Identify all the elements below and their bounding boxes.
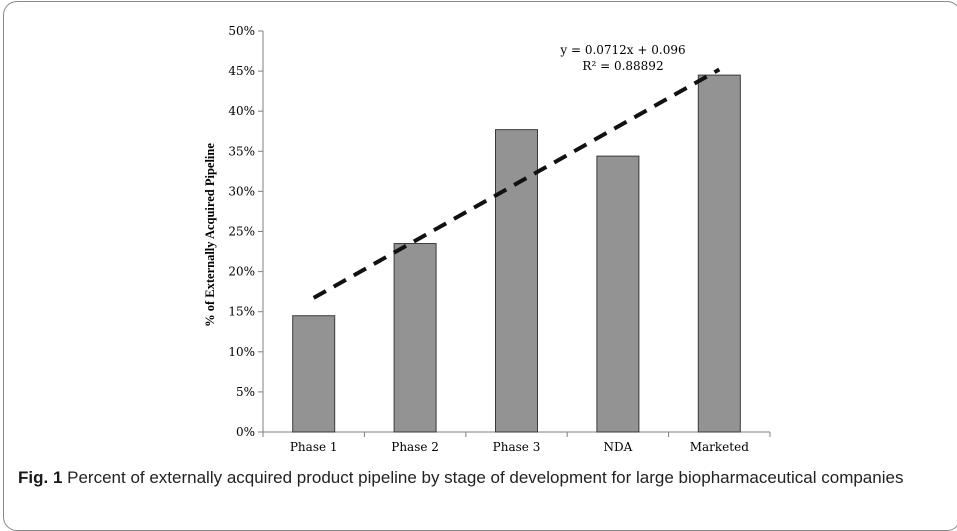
- bars: [292, 74, 741, 433]
- x-tick-label: Phase 2: [391, 440, 439, 454]
- y-tick-label: 30%: [228, 184, 255, 198]
- bar: [596, 155, 640, 433]
- caption-text: Percent of externally acquired product p…: [62, 468, 904, 487]
- bar: [393, 243, 437, 433]
- trendline-r-squared: R² = 0.88892: [582, 59, 663, 73]
- y-tick-label: 45%: [228, 64, 255, 78]
- y-tick-label: 50%: [228, 24, 255, 38]
- trendline: [312, 67, 721, 300]
- x-tick-label: Phase 3: [493, 440, 541, 454]
- y-axis-label: % of Externally Acquired Pipeline: [203, 143, 217, 327]
- bar: [292, 315, 336, 433]
- x-tick-label: NDA: [604, 440, 633, 454]
- y-tick-label: 0%: [236, 425, 255, 439]
- y-tick-label: 15%: [228, 305, 255, 319]
- trendline-equation: y = 0.0712x + 0.096: [559, 43, 685, 57]
- y-tick-label: 20%: [228, 265, 255, 279]
- bar: [697, 74, 741, 433]
- x-tick-label: Phase 1: [290, 440, 338, 454]
- caption-label: Fig. 1: [18, 468, 63, 487]
- y-tick-label: 35%: [228, 144, 255, 158]
- y-tick-label: 25%: [228, 225, 255, 239]
- x-axis: Phase 1 Phase 2 Phase 3 NDA Marketed: [262, 431, 771, 454]
- y-tick-label: 10%: [228, 345, 255, 359]
- bar: [495, 129, 538, 433]
- figure-caption: Fig. 1 Percent of externally acquired pr…: [18, 466, 918, 489]
- x-tick-label: Marketed: [690, 440, 749, 454]
- y-tick-label: 5%: [236, 385, 255, 399]
- trendline-path: [312, 67, 721, 300]
- y-tick-label: 40%: [228, 104, 255, 118]
- y-axis: 0% 5% 10% 15% 20% 25% 30% 35% 40% 45% 50%: [228, 24, 264, 439]
